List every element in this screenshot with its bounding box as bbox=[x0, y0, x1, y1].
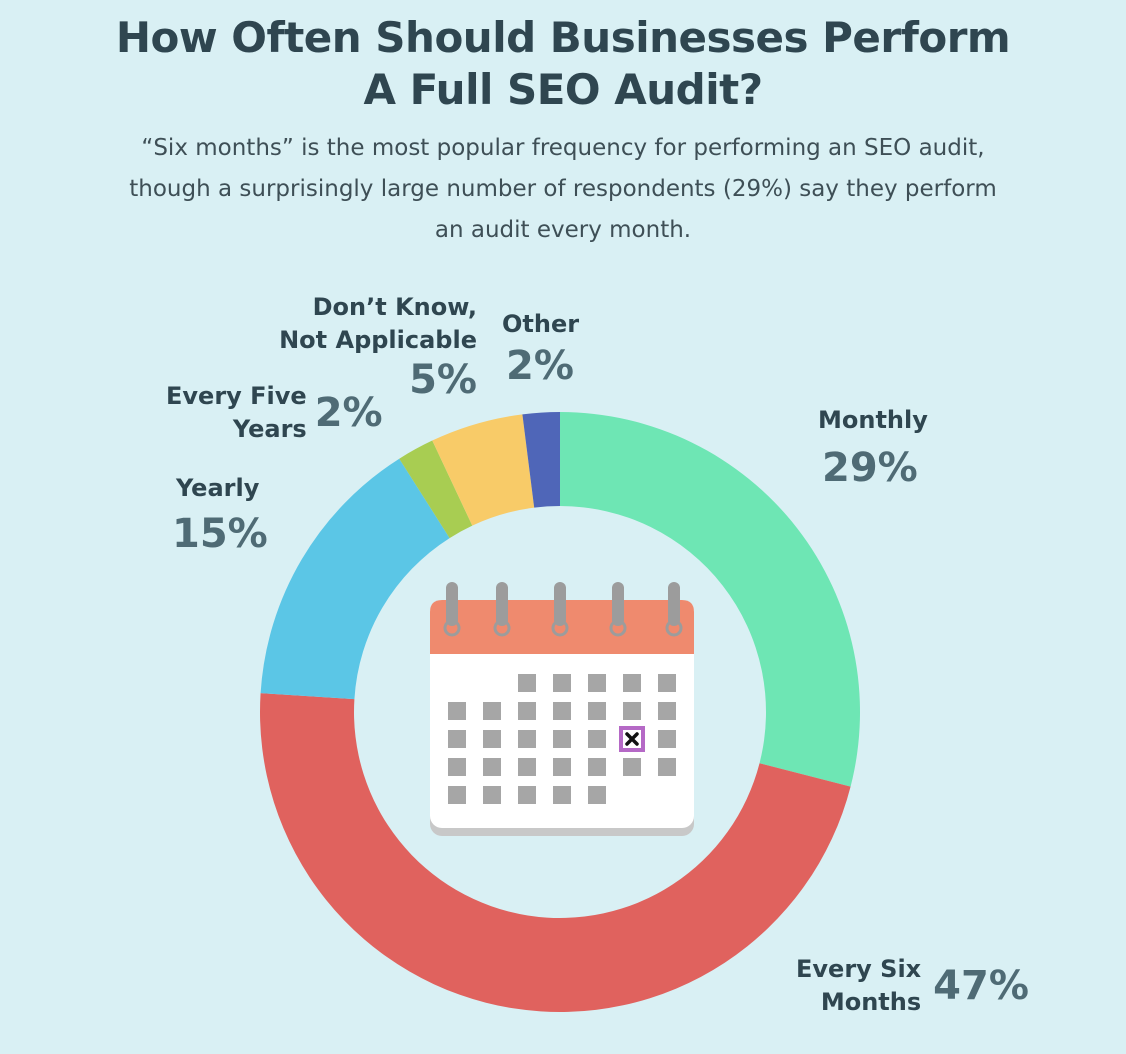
calendar-day bbox=[623, 674, 641, 692]
slice-yearly bbox=[260, 458, 450, 700]
chart-subtitle-line-3: an audit every month. bbox=[434, 217, 692, 243]
calendar-day bbox=[448, 786, 466, 804]
slice-label-yearly-line-1: Yearly bbox=[176, 474, 260, 502]
slice-label-dont-know-line-1: Don’t Know, bbox=[312, 293, 477, 321]
slice-every-six-months bbox=[260, 693, 851, 1013]
calendar-day bbox=[448, 758, 466, 776]
calendar-day bbox=[553, 758, 571, 776]
calendar-day bbox=[483, 702, 501, 720]
slice-label-monthly: Monthly 29% bbox=[818, 404, 928, 491]
slice-label-every-six-months: Every Six Months 47% bbox=[796, 953, 1029, 1019]
calendar-day bbox=[588, 786, 606, 804]
slice-other bbox=[522, 412, 560, 508]
calendar-ring bbox=[446, 582, 458, 626]
calendar-day bbox=[483, 730, 501, 748]
slice-label-other-line-1: Other bbox=[502, 310, 580, 338]
slice-label-yearly-value: 15% bbox=[172, 511, 268, 557]
calendar-day bbox=[483, 786, 501, 804]
calendar-day bbox=[448, 730, 466, 748]
slice-label-every-five-years-line-1: Every Five bbox=[166, 382, 307, 410]
calendar-day bbox=[658, 730, 676, 748]
calendar-day bbox=[658, 674, 676, 692]
calendar-day bbox=[588, 758, 606, 776]
calendar-day bbox=[658, 758, 676, 776]
calendar-day bbox=[518, 702, 536, 720]
calendar-ring-hole bbox=[609, 619, 627, 637]
slice-label-every-five-years: Every Five Years 2% bbox=[166, 380, 383, 446]
calendar-rings bbox=[443, 582, 683, 637]
calendar-ring bbox=[554, 582, 566, 626]
slice-label-monthly-value: 29% bbox=[822, 445, 918, 491]
slice-label-dont-know-name: Don’t Know, Not Applicable bbox=[255, 291, 477, 357]
slice-label-monthly-line-1: Monthly bbox=[818, 406, 928, 434]
calendar-ring-hole bbox=[443, 619, 461, 637]
calendar-day bbox=[553, 702, 571, 720]
chart-subtitle-line-2: though a surprisingly large number of re… bbox=[129, 176, 997, 202]
slice-label-every-six-months-line-2: Months bbox=[820, 988, 922, 1016]
calendar-day bbox=[518, 758, 536, 776]
calendar-day bbox=[553, 786, 571, 804]
x-mark-glyph bbox=[625, 732, 639, 746]
calendar-day bbox=[588, 674, 606, 692]
calendar-ring-hole bbox=[551, 619, 569, 637]
chart-subtitle: “Six months” is the most popular frequen… bbox=[40, 128, 1086, 251]
chart-title-line-1: How Often Should Businesses Perform bbox=[115, 13, 1011, 62]
slice-label-every-five-years-value: 2% bbox=[314, 390, 383, 436]
slice-every-five-years bbox=[399, 440, 473, 539]
calendar-day bbox=[518, 730, 536, 748]
slice-monthly bbox=[560, 412, 860, 787]
calendar-day bbox=[623, 702, 641, 720]
calendar-day bbox=[448, 702, 466, 720]
slice-label-yearly-name: Yearly bbox=[176, 472, 268, 505]
calendar-ring bbox=[612, 582, 624, 626]
calendar-ring-hole bbox=[665, 619, 683, 637]
calendar-day bbox=[553, 674, 571, 692]
slice-label-every-five-years-name: Every Five Years bbox=[166, 380, 307, 446]
chart-subtitle-line-1: “Six months” is the most popular frequen… bbox=[141, 135, 985, 161]
calendar-ring-hole bbox=[493, 619, 511, 637]
slice-label-yearly: Yearly 15% bbox=[172, 472, 268, 557]
slice-label-dont-know-line-2: Not Applicable bbox=[279, 326, 477, 354]
slice-label-every-six-months-value: 47% bbox=[933, 963, 1029, 1009]
slice-label-other: Other 2% bbox=[502, 308, 579, 389]
calendar-icon bbox=[430, 582, 694, 836]
calendar-day bbox=[623, 758, 641, 776]
chart-title-line-2: A Full SEO Audit? bbox=[363, 65, 763, 114]
chart-title: How Often Should Businesses Perform A Fu… bbox=[0, 12, 1126, 116]
slice-label-every-six-months-name: Every Six Months bbox=[796, 953, 921, 1019]
calendar-day bbox=[483, 758, 501, 776]
calendar-ring bbox=[668, 582, 680, 626]
calendar-ring bbox=[496, 582, 508, 626]
slice-label-every-six-months-line-1: Every Six bbox=[796, 955, 922, 983]
slice-label-other-name: Other bbox=[502, 308, 579, 341]
calendar-day bbox=[658, 702, 676, 720]
calendar-days bbox=[448, 674, 676, 804]
calendar-day bbox=[588, 730, 606, 748]
calendar-day bbox=[588, 702, 606, 720]
slice-don-t-know-not-applicable bbox=[432, 414, 535, 526]
slice-label-monthly-name: Monthly bbox=[818, 404, 928, 437]
slice-label-other-value: 2% bbox=[506, 343, 574, 389]
slice-label-every-five-years-line-2: Years bbox=[232, 415, 307, 443]
slice-label-dont-know-value: 5% bbox=[409, 357, 477, 403]
calendar-day bbox=[518, 674, 536, 692]
calendar-day bbox=[553, 730, 571, 748]
slice-label-dont-know: Don’t Know, Not Applicable 5% bbox=[255, 291, 477, 403]
calendar-day bbox=[518, 786, 536, 804]
